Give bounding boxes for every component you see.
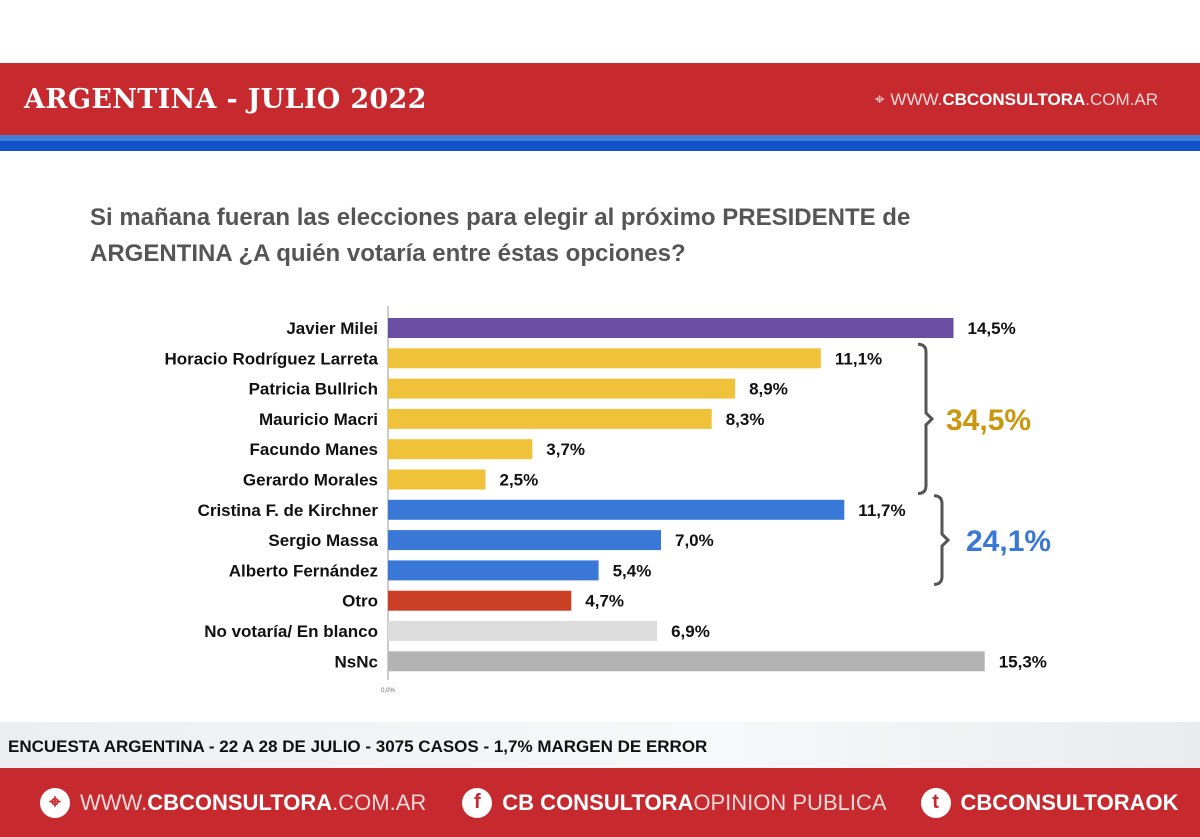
web-suffix: .COM.AR [1085, 90, 1158, 109]
category-label: Sergio Massa [268, 531, 378, 550]
header-bar [0, 63, 1200, 135]
category-label: Javier Milei [286, 319, 378, 338]
header-stripe-dark [0, 141, 1200, 151]
header-stripe [0, 135, 1200, 141]
web-prefix: WWW. [890, 90, 943, 109]
cursor-click-icon: ⌖ [40, 787, 70, 818]
page-title: ARGENTINA - JULIO 2022 [24, 84, 427, 115]
category-label: Alberto Fernández [229, 561, 378, 580]
bar [388, 408, 712, 429]
data-label: 7,0% [675, 531, 714, 550]
category-label: NsNc [335, 652, 378, 671]
twitter-handle: CBCONSULTORAOK [960, 789, 1179, 815]
bar [388, 560, 599, 581]
data-label: 4,7% [585, 592, 624, 611]
category-label: Patricia Bullrich [249, 380, 378, 399]
footer-strip [0, 722, 1200, 768]
data-label: 11,1% [835, 349, 882, 368]
data-label: 5,4% [613, 561, 652, 580]
bar [388, 651, 985, 672]
data-label: 8,3% [726, 410, 765, 429]
axis-tick-label: 0,0% [381, 688, 395, 694]
data-label: 15,3% [999, 652, 1047, 671]
bar-chart: 0,0% Javier Milei 14,5% Horacio Rodríguez L… [165, 306, 1051, 694]
web-bold: CBCONSULTORA [147, 789, 333, 815]
bar [388, 499, 845, 520]
bar [388, 378, 736, 399]
bar [388, 318, 954, 338]
fb-suffix: OPINION PUBLICA [693, 789, 887, 815]
data-label: 3,7% [546, 440, 585, 459]
bar [388, 469, 486, 490]
group-bracket [917, 342, 935, 495]
data-label: 11,7% [858, 501, 905, 520]
web-bold: CBCONSULTORA [942, 90, 1086, 109]
web-prefix: WWW. [80, 789, 148, 815]
group-total-label: 34,5% [946, 404, 1031, 437]
data-label: 6,9% [671, 622, 710, 641]
twitter-link[interactable]: t CBCONSULTORAOK [920, 787, 1179, 818]
question-text: Si mañana fueran las elecciones para ele… [90, 204, 911, 267]
footer-website[interactable]: ⌖ WWW. CBCONSULTORA .COM.AR [40, 787, 427, 818]
website-link[interactable]: ⌖ WWW.CBCONSULTORA.COM.AR [875, 90, 1158, 110]
cursor-click-icon: ⌖ [874, 90, 885, 109]
facebook-link[interactable]: f CB CONSULTORA OPINION PUBLICA [462, 787, 887, 818]
facebook-icon: f [462, 787, 493, 818]
category-label: Facundo Manes [250, 440, 378, 459]
group-bracket [933, 494, 951, 586]
footer-bar: ⌖ WWW. CBCONSULTORA .COM.AR f CB CONSULTOR… [0, 768, 1200, 837]
category-label: Horacio Rodríguez Larreta [165, 349, 379, 368]
category-label: Otro [342, 592, 378, 611]
fb-bold: CB CONSULTORA [502, 789, 694, 815]
bar [388, 348, 821, 369]
web-suffix: .COM.AR [332, 789, 427, 815]
bar [388, 590, 572, 611]
twitter-icon: t [920, 787, 951, 818]
category-label: Cristina F. de Kirchner [198, 501, 379, 520]
data-label: 14,5% [968, 319, 1016, 338]
category-label: Mauricio Macri [259, 410, 378, 429]
data-label: 8,9% [749, 380, 788, 399]
group-total-label: 24,1% [966, 525, 1051, 558]
bar [388, 621, 658, 641]
category-label: No votaría/ En blanco [204, 622, 378, 641]
survey-note: ENCUESTA ARGENTINA - 22 A 28 DE JULIO - … [8, 737, 708, 756]
category-label: Gerardo Morales [243, 471, 378, 490]
data-label: 2,5% [500, 471, 539, 490]
bar [388, 439, 533, 460]
bar [388, 530, 661, 551]
